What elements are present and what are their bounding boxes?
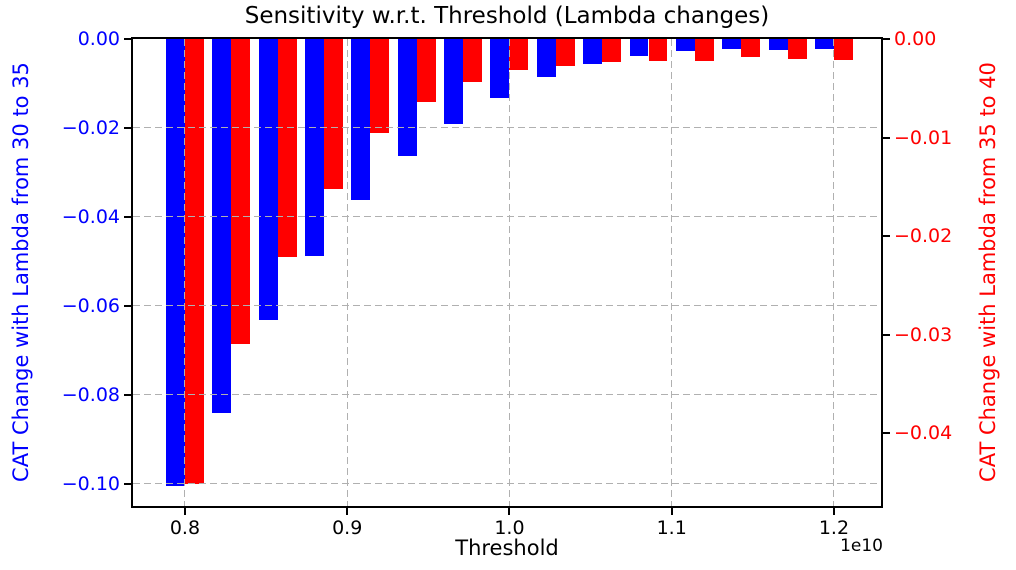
x-tick [670, 508, 673, 515]
left-tick-label: −0.04 [61, 205, 120, 228]
right-tick [883, 136, 890, 139]
left-tick [124, 126, 131, 129]
left-tick-label: −0.08 [61, 383, 120, 406]
gridline-horizontal [133, 127, 881, 129]
x-tick-label: 1.2 [818, 517, 850, 539]
bar-lambda-35-40 [463, 39, 483, 83]
x-tick [832, 508, 835, 515]
right-tick-label: −0.01 [894, 126, 953, 149]
bar-lambda-30-35 [722, 39, 742, 49]
gridline-vertical [346, 39, 348, 506]
x-axis-label: Threshold [455, 536, 559, 560]
bar-lambda-30-35 [258, 39, 278, 320]
x-tick-label: 1.0 [494, 517, 525, 539]
bar-lambda-30-35 [675, 39, 695, 52]
bar-lambda-30-35 [444, 39, 464, 124]
bar-lambda-30-35 [814, 39, 834, 50]
plot-area [133, 39, 881, 506]
right-tick [883, 333, 890, 336]
gridline-horizontal [133, 305, 881, 307]
gridline-horizontal [133, 483, 881, 485]
x-tick [346, 508, 349, 515]
bar-lambda-30-35 [583, 39, 603, 64]
bar-lambda-30-35 [768, 39, 788, 51]
left-tick-label: −0.10 [61, 472, 120, 495]
bar-lambda-30-35 [212, 39, 232, 413]
x-tick [183, 508, 186, 515]
bar-lambda-35-40 [741, 39, 761, 57]
left-tick [124, 304, 131, 307]
bar-lambda-35-40 [370, 39, 390, 133]
right-tick-label: −0.03 [894, 323, 953, 346]
x-tick-label: 0.9 [332, 517, 363, 539]
x-tick-label: 0.8 [169, 517, 201, 539]
right-tick [883, 38, 890, 40]
bar-lambda-35-40 [277, 39, 297, 257]
gridline-vertical [671, 39, 673, 506]
left-tick [124, 215, 131, 218]
bar-lambda-35-40 [787, 39, 807, 59]
x-tick [508, 508, 511, 515]
bar-lambda-30-35 [397, 39, 417, 156]
x-axis-offset-label: 1e10 [840, 536, 883, 556]
bar-lambda-30-35 [536, 39, 556, 77]
bar-lambda-35-40 [694, 39, 714, 61]
bar-lambda-30-35 [305, 39, 324, 256]
bar-lambda-35-40 [555, 39, 575, 66]
bar-lambda-35-40 [648, 39, 668, 61]
bar-lambda-35-40 [602, 39, 622, 62]
left-tick-label: −0.02 [61, 116, 120, 139]
bar-lambda-35-40 [509, 39, 529, 70]
bar-lambda-30-35 [351, 39, 371, 200]
bar-lambda-35-40 [323, 39, 343, 189]
bar-lambda-30-35 [629, 39, 649, 57]
bar-lambda-35-40 [184, 39, 204, 485]
bar-lambda-30-35 [165, 39, 185, 486]
left-tick [124, 482, 131, 485]
left-tick-label: 0.00 [77, 28, 120, 50]
gridline-vertical [833, 39, 835, 506]
bar-lambda-35-40 [833, 39, 853, 60]
right-tick [883, 235, 890, 238]
right-axis-label: CAT Change with Lambda from 35 to 40 [976, 62, 1000, 482]
gridline-horizontal [133, 394, 881, 396]
right-tick-label: 0.00 [894, 28, 937, 50]
gridline-horizontal [133, 216, 881, 218]
chart-title: Sensitivity w.r.t. Threshold (Lambda cha… [244, 3, 770, 29]
left-tick [124, 393, 131, 396]
right-tick-label: −0.02 [894, 225, 953, 248]
gridline-vertical [508, 39, 510, 506]
gridline-vertical [184, 39, 186, 506]
left-tick [124, 38, 131, 40]
left-tick-label: −0.06 [61, 294, 120, 317]
right-tick [883, 432, 890, 435]
bar-lambda-35-40 [416, 39, 436, 103]
bar-lambda-35-40 [231, 39, 251, 345]
bar-lambda-30-35 [490, 39, 510, 98]
right-tick-label: −0.04 [894, 422, 953, 445]
x-tick-label: 1.1 [656, 517, 687, 539]
